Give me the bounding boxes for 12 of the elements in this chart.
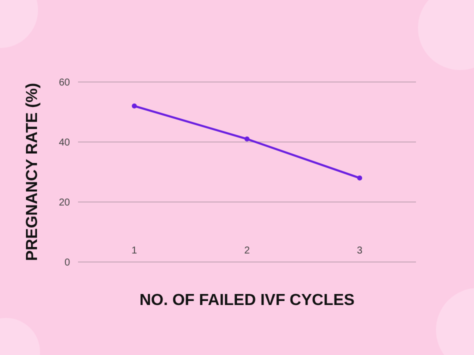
x-axis-title: NO. OF FAILED IVF CYCLES	[139, 292, 355, 309]
x-tick-label: 3	[356, 246, 363, 256]
y-axis-title: PREGNANCY RATE (%)	[24, 82, 41, 262]
point	[357, 176, 362, 180]
y-tick-label: 60	[58, 78, 70, 88]
point	[132, 104, 137, 108]
y-tick-label: 0	[64, 258, 70, 268]
x-tick-label: 2	[244, 246, 250, 256]
y-tick-label: 20	[58, 198, 70, 208]
x-tick-label: 1	[132, 246, 138, 256]
y-tick-label: 40	[58, 138, 70, 148]
point	[244, 136, 250, 142]
